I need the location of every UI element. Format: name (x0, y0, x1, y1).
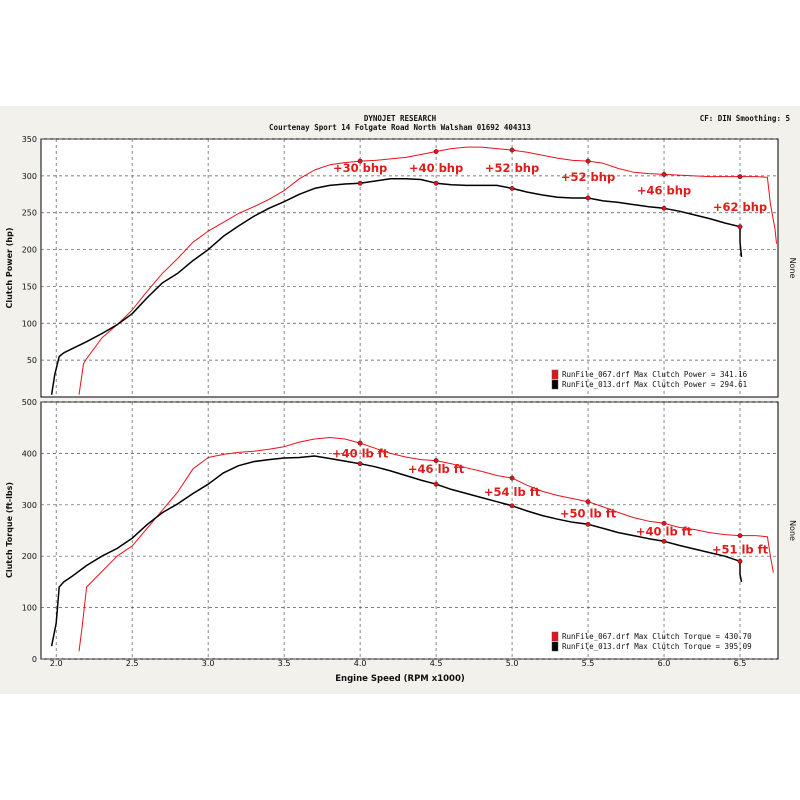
power-legend-swatch-red (551, 369, 559, 380)
torque-marker-0 (737, 533, 743, 539)
torque-marker-0 (585, 499, 591, 505)
torque-marker-1 (661, 538, 667, 544)
chart-header-title: DYNOJET RESEARCH (363, 114, 437, 123)
torque-y-tick-label: 200 (22, 552, 37, 561)
power-marker-1 (433, 180, 439, 186)
torque-marker-0 (661, 520, 667, 526)
power-marker-1 (357, 180, 363, 186)
torque-gain-annotation: +51 lb ft (712, 543, 769, 557)
x-tick-label: 2.0 (50, 659, 63, 668)
power-marker-1 (585, 195, 591, 201)
torque-gain-annotation: +54 lb ft (484, 485, 541, 499)
power-gain-annotation: +46 bhp (637, 183, 691, 197)
x-tick-label: 6.5 (734, 659, 747, 668)
torque-series-line-1 (50, 455, 743, 647)
x-tick-label: 2.5 (126, 659, 139, 668)
power-gain-annotation: +52 bhp (561, 170, 615, 184)
power-right-axis-label: None (788, 258, 797, 279)
power-y-axis-label: Clutch Power (hp) (5, 228, 14, 309)
power-y-tick-label: 50 (27, 356, 37, 365)
torque-gain-annotation: +50 lb ft (560, 507, 617, 521)
torque-y-tick-label: 400 (22, 449, 37, 458)
torque-gain-annotation: +46 lb ft (408, 462, 465, 476)
torque-marker-0 (433, 458, 439, 463)
power-marker-0 (661, 171, 667, 177)
torque-plot-area (40, 401, 779, 660)
torque-legend-entry: RunFile_013.drf Max Clutch Torque = 395.… (562, 642, 752, 651)
power-gain-annotation: +52 bhp (485, 161, 539, 175)
chart-header-settings: CF: DIN Smoothing: 5 (699, 114, 790, 123)
power-series-line-1 (50, 178, 743, 395)
x-tick-label: 5.0 (506, 659, 519, 668)
x-tick-label: 5.5 (582, 659, 595, 668)
power-plot-area (40, 138, 779, 398)
torque-y-tick-label: 300 (22, 501, 37, 510)
power-legend-entry: RunFile_013.drf Max Clutch Power = 294.6… (562, 380, 747, 389)
power-gain-annotation: +30 bhp (333, 161, 387, 175)
torque-legend-swatch-black (551, 641, 559, 652)
power-marker-0 (357, 158, 363, 164)
torque-series-line-0 (78, 437, 774, 652)
power-y-tick-label: 200 (22, 246, 37, 255)
torque-y-axis-label: Clutch Torque (ft-lbs) (5, 482, 14, 578)
torque-y-tick-label: 500 (22, 398, 37, 407)
power-marker-0 (585, 158, 591, 164)
torque-legend-swatch-red (551, 631, 559, 642)
torque-marker-1 (509, 503, 515, 509)
torque-gain-annotation: +40 lb ft (636, 525, 693, 539)
power-gain-annotation: +40 bhp (409, 161, 463, 175)
torque-marker-1 (433, 481, 439, 487)
x-tick-label: 4.5 (430, 659, 443, 668)
power-y-tick-label: 100 (22, 319, 37, 328)
power-marker-1 (509, 185, 515, 191)
x-tick-label: 3.5 (278, 659, 291, 668)
power-marker-0 (433, 149, 439, 154)
torque-y-tick-label: 100 (22, 604, 37, 613)
torque-marker-0 (509, 475, 515, 481)
torque-gain-annotation: +40 lb ft (332, 447, 389, 461)
torque-y-tick-label: 0 (32, 655, 37, 664)
power-legend-swatch-black (551, 379, 559, 390)
power-marker-1 (661, 205, 667, 211)
torque-marker-1 (737, 558, 743, 564)
x-tick-label: 3.0 (202, 659, 215, 668)
power-marker-0 (737, 174, 743, 179)
torque-marker-0 (357, 440, 363, 446)
torque-legend-entry: RunFile_067.drf Max Clutch Torque = 430.… (562, 632, 752, 641)
power-gain-annotation: +62 bhp (713, 200, 767, 214)
power-y-tick-label: 300 (22, 172, 37, 181)
chart-header-subtitle: Courtenay Sport 14 Folgate Road North Wa… (269, 123, 531, 132)
power-y-tick-label: 350 (22, 135, 37, 144)
x-axis-title: Engine Speed (RPM x1000) (335, 674, 465, 684)
power-y-tick-label: 250 (22, 209, 37, 218)
torque-marker-1 (357, 461, 363, 467)
torque-marker-1 (585, 521, 591, 527)
power-y-tick-label: 150 (22, 282, 37, 291)
x-tick-label: 4.0 (354, 659, 367, 668)
power-marker-1 (737, 224, 743, 230)
power-marker-0 (509, 147, 515, 153)
torque-right-axis-label: None (788, 520, 797, 541)
power-legend-entry: RunFile_067.drf Max Clutch Power = 341.1… (562, 370, 748, 379)
x-tick-label: 6.0 (658, 659, 671, 668)
